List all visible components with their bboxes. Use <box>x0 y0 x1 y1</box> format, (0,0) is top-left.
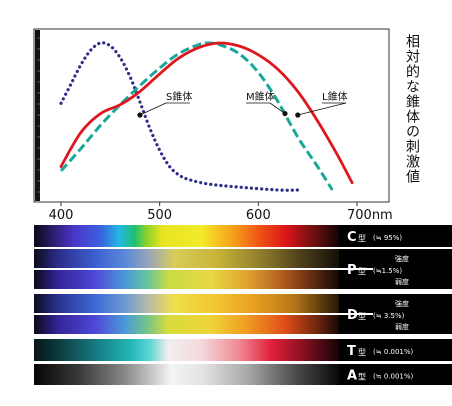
series-label: M錐体 <box>246 90 275 103</box>
band-percentage: (≒1.5%) <box>373 267 402 275</box>
x-tick-label: 700nm <box>347 208 393 223</box>
band-percentage: (≒ 0.001%) <box>373 348 414 356</box>
band-type-suffix: 型 <box>358 312 366 321</box>
y-axis-label: 相対的な錐体の刺激値 <box>404 34 420 184</box>
band-percentage: (≒ 95%) <box>373 234 402 242</box>
series-label-point <box>282 110 288 117</box>
band-type-label: P <box>347 263 357 278</box>
series-label: S錐体 <box>166 90 192 103</box>
band-a: A 型 (≒ 0.001%) <box>34 364 452 385</box>
left-scale-strip <box>35 30 40 201</box>
band-type-suffix: 型 <box>358 234 366 243</box>
series-label-point <box>295 112 301 118</box>
x-axis-ticks: 400 500 600 700nm <box>49 202 393 223</box>
band-type-label: T <box>347 344 356 359</box>
series-label-leader <box>297 102 347 116</box>
band-type-label: D <box>347 308 358 323</box>
band-percentage: (≒ 0.001%) <box>373 373 414 381</box>
left-scale-ticks <box>37 37 40 193</box>
band-type-suffix: 型 <box>358 348 366 357</box>
series-label: L錐体 <box>322 90 348 103</box>
band-c: C 型 (≒ 95%) <box>34 225 452 247</box>
series-label-leader <box>269 102 286 114</box>
curves <box>59 41 354 192</box>
plot-frame <box>33 28 390 203</box>
series-line <box>59 41 300 192</box>
band-upper-label: 強度 <box>395 254 409 263</box>
band-t: T 型 (≒ 0.001%) <box>34 339 452 361</box>
band-type-suffix: 型 <box>358 373 366 382</box>
series-line <box>59 41 354 185</box>
band-percentage: (≒ 3.5%) <box>373 312 405 320</box>
band-lower-label: 弱度 <box>395 322 409 331</box>
curve-labels: S錐体 M錐体 L錐体 <box>137 90 348 118</box>
band-upper-label: 強度 <box>395 299 409 308</box>
series-label-point <box>137 112 143 118</box>
x-tick-label: 500 <box>147 208 172 223</box>
series-label-leader <box>139 102 167 116</box>
series-line <box>59 41 334 191</box>
x-tick-label: 600 <box>246 208 271 223</box>
band-type-label: C <box>347 230 357 245</box>
band-lower-label: 弱度 <box>395 277 409 286</box>
band-type-suffix: 型 <box>358 267 366 276</box>
band-type-label: A <box>347 369 357 384</box>
x-tick-label: 400 <box>49 208 74 223</box>
